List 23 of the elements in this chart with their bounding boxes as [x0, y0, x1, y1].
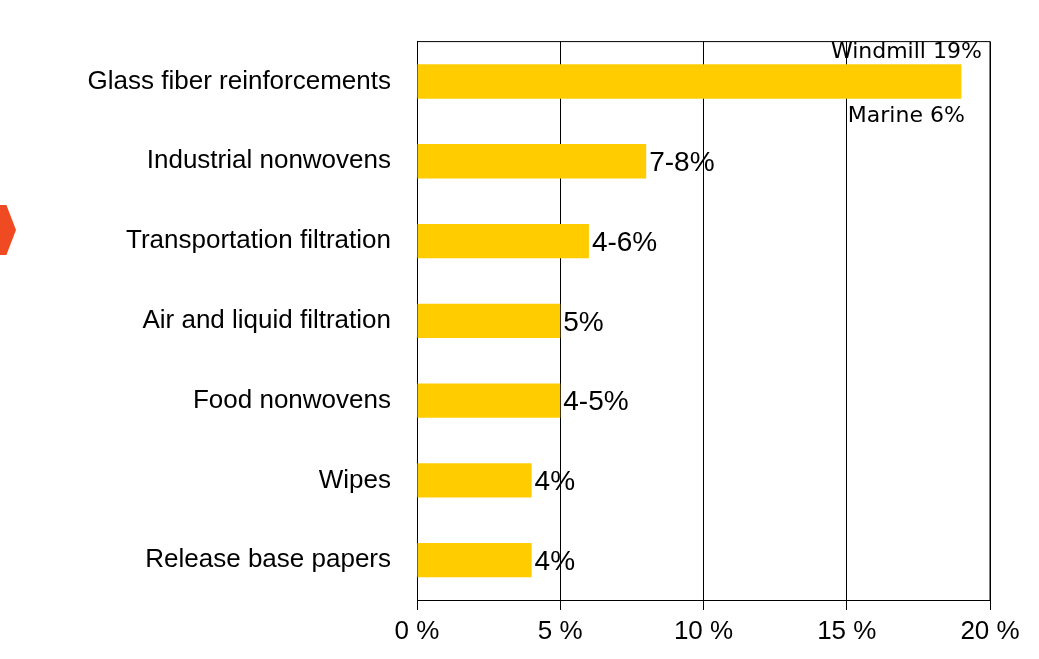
bar — [417, 223, 589, 259]
x-tick-label: 0 % — [394, 614, 440, 645]
annotation: Marine 6% — [847, 102, 965, 128]
bar — [417, 64, 962, 99]
y-tick-label: Transportation filtration — [126, 224, 391, 255]
y-tick-label: Food nonwovens — [192, 383, 391, 414]
annotation: 4-6% — [591, 225, 658, 257]
x-tick-label: 15 % — [817, 614, 877, 645]
data-label: 5% — [563, 305, 604, 337]
bar — [417, 144, 647, 179]
annotation: 4-5% — [563, 385, 629, 417]
bar — [417, 463, 532, 498]
x-tick-label: 10 % — [673, 614, 734, 645]
bar — [417, 303, 561, 338]
y-tick-label: Industrial nonwovens — [146, 144, 391, 175]
y-tick-label: Air and liquid filtration — [142, 303, 391, 334]
y-tick-label: Wipes — [318, 463, 391, 494]
y-tick-label: Release base papers — [145, 543, 391, 574]
x-tick-label: 20 % — [960, 614, 1020, 645]
bar — [417, 542, 532, 578]
x-tick-label: 5 % — [537, 614, 583, 645]
y-tick-label: Glass fiber reinforcements — [87, 64, 391, 95]
bar — [417, 383, 561, 418]
